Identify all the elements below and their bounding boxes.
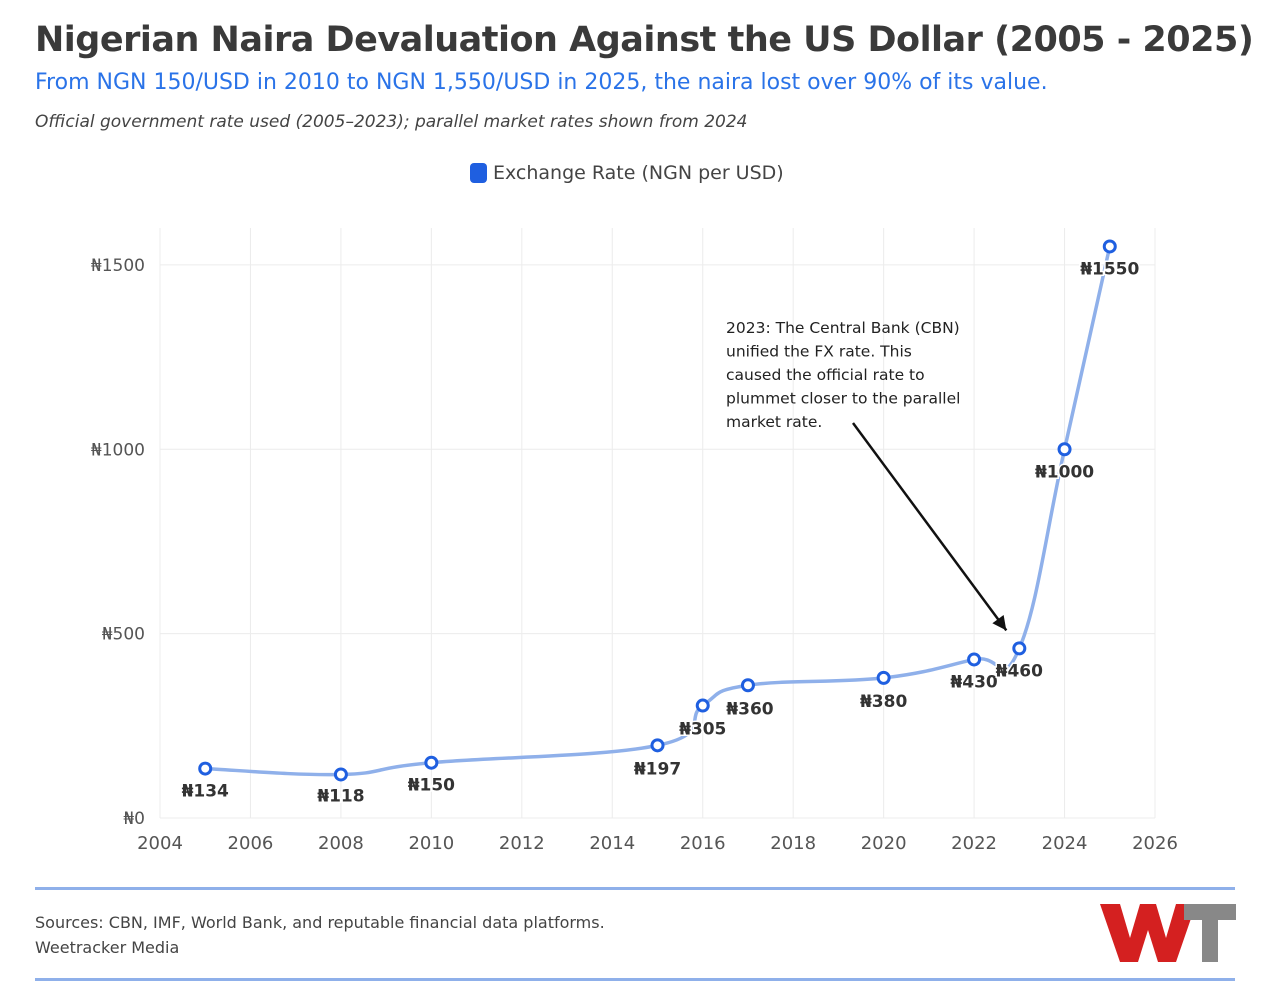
chart-subtitle: From NGN 150/USD in 2010 to NGN 1,550/US… xyxy=(35,70,1048,95)
grid xyxy=(159,228,1156,819)
chart-title: Nigerian Naira Devaluation Against the U… xyxy=(35,20,1254,60)
y-tick-label: ₦1000 xyxy=(91,440,145,460)
legend-label: Exchange Rate (NGN per USD) xyxy=(493,162,784,184)
y-tick-label: ₦0 xyxy=(123,809,145,829)
footer-divider-bottom xyxy=(35,978,1235,981)
data-label: ₦305 xyxy=(679,720,726,740)
data-label: ₦460 xyxy=(996,661,1043,681)
annotation-text-line: caused the official rate to xyxy=(726,366,925,384)
x-tick-label: 2026 xyxy=(1132,833,1178,854)
data-point xyxy=(695,698,710,713)
footer-divider-top xyxy=(35,887,1235,890)
x-tick-label: 2020 xyxy=(861,833,907,854)
sources-text: Sources: CBN, IMF, World Bank, and reput… xyxy=(35,913,605,932)
y-tick-label: ₦500 xyxy=(102,625,145,645)
chart-note: Official government rate used (2005–2023… xyxy=(35,112,748,132)
data-labels: ₦134 ₦118 ₦150 ₦197 ₦305₦360 ₦380 ₦430₦460 ₦100… xyxy=(180,258,1141,808)
x-tick-label: 2010 xyxy=(408,833,454,854)
data-point xyxy=(424,755,439,770)
annotation-text-line: market rate. xyxy=(726,413,822,431)
data-label: ₦1550 xyxy=(1080,259,1139,279)
x-tick-label: 2018 xyxy=(770,833,816,854)
data-label: ₦197 xyxy=(634,759,681,779)
data-label: ₦150 xyxy=(408,776,455,796)
x-tick-label: 2012 xyxy=(499,833,545,854)
line-chart: 2004 2006 2008 2010 2012 2014 2016 2018 2020 2022… xyxy=(91,228,1178,854)
data-label: ₦430 xyxy=(950,672,997,692)
data-point xyxy=(876,670,891,685)
data-point xyxy=(650,738,665,753)
annotation-text-line: 2023: The Central Bank (CBN) xyxy=(726,319,960,337)
x-tick-label: 2004 xyxy=(137,833,183,854)
x-tick-label: 2006 xyxy=(228,833,274,854)
data-point xyxy=(1057,442,1072,457)
publisher-text: Weetracker Media xyxy=(35,938,180,957)
legend[interactable]: Exchange Rate (NGN per USD) xyxy=(470,162,784,184)
x-tick-label: 2022 xyxy=(951,833,997,854)
data-point xyxy=(1012,641,1027,656)
annotation: 2023: The Central Bank (CBN) unified the … xyxy=(726,319,1008,632)
data-points xyxy=(198,239,1117,782)
annotation-arrow xyxy=(851,422,1008,632)
data-label: ₦360 xyxy=(726,699,773,719)
x-tick-label: 2024 xyxy=(1042,833,1088,854)
logo-w-shape xyxy=(1100,904,1196,962)
data-point xyxy=(740,678,755,693)
axes: 2004 2006 2008 2010 2012 2014 2016 2018 2020 2022… xyxy=(91,256,1178,854)
annotation-arrowhead xyxy=(992,614,1007,631)
y-tick-label: ₦1500 xyxy=(91,256,145,276)
data-label: ₦380 xyxy=(860,692,907,712)
weetracker-logo xyxy=(1100,904,1236,962)
x-tick-label: 2008 xyxy=(318,833,364,854)
legend-swatch xyxy=(470,163,487,183)
annotation-text-line: unified the FX rate. This xyxy=(726,343,912,361)
data-point xyxy=(198,761,213,776)
x-tick-label: 2016 xyxy=(680,833,726,854)
data-point xyxy=(1102,239,1117,254)
data-point xyxy=(967,652,982,667)
data-label: ₦134 xyxy=(182,782,229,802)
data-label: ₦118 xyxy=(317,786,364,806)
data-label: ₦1000 xyxy=(1035,462,1094,482)
annotation-text-line: plummet closer to the parallel xyxy=(726,390,960,408)
logo-t-shape xyxy=(1184,904,1236,962)
data-point xyxy=(333,767,348,782)
x-tick-label: 2014 xyxy=(589,833,635,854)
